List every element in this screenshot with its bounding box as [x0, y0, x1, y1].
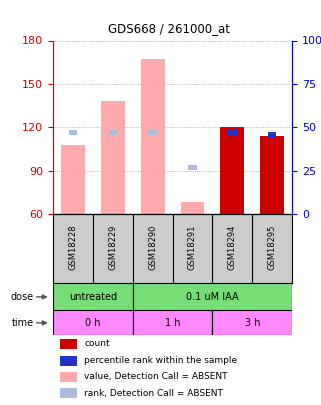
Text: 0.1 uM IAA: 0.1 uM IAA	[186, 292, 239, 302]
Bar	[101, 101, 125, 214]
Bar	[221, 127, 244, 214]
Bar	[213, 310, 292, 335]
Bar	[268, 132, 276, 137]
Bar	[108, 130, 117, 135]
Text: percentile rank within the sample: percentile rank within the sample	[84, 356, 237, 365]
Text: value, Detection Call = ABSENT: value, Detection Call = ABSENT	[84, 372, 228, 381]
Text: GDS668 / 261000_at: GDS668 / 261000_at	[108, 22, 230, 35]
Bar	[260, 136, 284, 214]
Bar	[228, 130, 237, 135]
Bar	[60, 372, 77, 382]
Bar	[148, 130, 157, 135]
Text: GSM18291: GSM18291	[188, 224, 197, 270]
Bar	[180, 202, 204, 214]
Bar	[60, 388, 77, 399]
Bar	[133, 284, 292, 310]
Text: count: count	[84, 339, 110, 348]
Bar	[260, 136, 284, 214]
Text: GSM18229: GSM18229	[108, 224, 117, 270]
Text: GSM18294: GSM18294	[228, 224, 237, 270]
Bar	[53, 284, 133, 310]
Bar	[188, 164, 197, 170]
Bar	[133, 310, 213, 335]
Bar	[60, 339, 77, 349]
Text: GSM18295: GSM18295	[268, 224, 277, 270]
Bar	[53, 310, 133, 335]
Bar	[228, 130, 237, 135]
Bar	[141, 59, 165, 214]
Bar	[60, 356, 77, 366]
Text: 0 h: 0 h	[85, 318, 100, 328]
Text: GSM18228: GSM18228	[68, 224, 77, 270]
Text: dose: dose	[11, 292, 34, 302]
Text: untreated: untreated	[69, 292, 117, 302]
Bar	[221, 127, 244, 214]
Text: 3 h: 3 h	[245, 318, 260, 328]
Bar	[61, 145, 85, 214]
Bar	[69, 130, 77, 135]
Text: rank, Detection Call = ABSENT: rank, Detection Call = ABSENT	[84, 388, 223, 398]
Bar	[268, 132, 276, 137]
Text: GSM18290: GSM18290	[148, 224, 157, 270]
Text: 1 h: 1 h	[165, 318, 180, 328]
Text: time: time	[12, 318, 34, 328]
